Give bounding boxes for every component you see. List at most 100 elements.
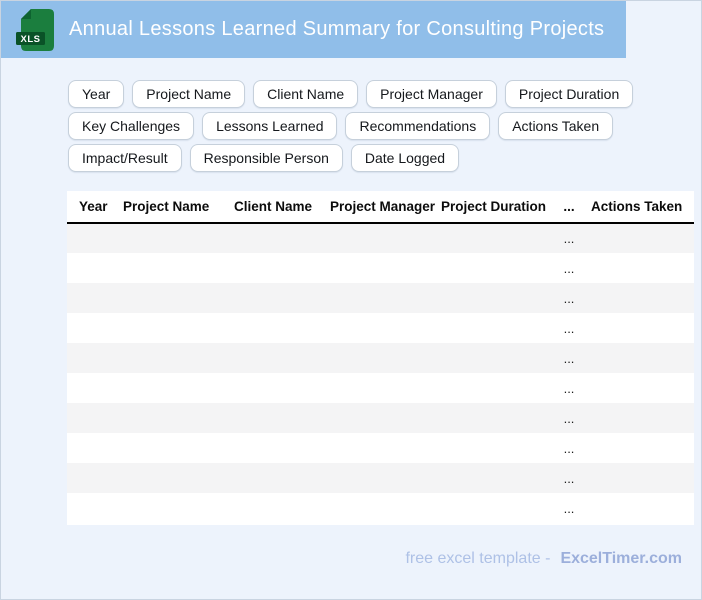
table-cell — [228, 373, 324, 403]
table-cell — [228, 253, 324, 283]
chip-project-duration[interactable]: Project Duration — [504, 80, 634, 108]
table-cell — [228, 343, 324, 373]
table-cell — [228, 223, 324, 253]
table-cell — [228, 403, 324, 433]
table-row: ... — [67, 463, 694, 493]
table-cell: ... — [563, 231, 575, 246]
table-cell — [585, 223, 694, 253]
table-cell — [67, 463, 117, 493]
table-cell — [117, 223, 228, 253]
table-cell — [67, 313, 117, 343]
chip-impact-result[interactable]: Impact/Result — [68, 144, 182, 172]
column-header: Project Duration — [435, 191, 553, 224]
table-cell: ... — [563, 500, 575, 516]
chip-project-name[interactable]: Project Name — [132, 80, 246, 108]
table-cell — [435, 493, 553, 523]
table-cell — [324, 433, 435, 463]
table-cell — [324, 463, 435, 493]
table-cell — [435, 433, 553, 463]
column-header: Year — [67, 191, 117, 224]
footer-brand-link[interactable]: ExcelTimer.com — [560, 550, 682, 567]
footer-tagline: free excel template - — [405, 550, 551, 567]
file-fold — [21, 8, 31, 19]
column-header: Actions Taken — [585, 191, 694, 224]
table-cell — [324, 403, 435, 433]
table-cell — [228, 433, 324, 463]
table-cell — [67, 343, 117, 373]
column-header: Project Manager — [324, 191, 435, 224]
table-cell — [117, 343, 228, 373]
table-cell — [324, 223, 435, 253]
table-cell: ... — [563, 380, 575, 396]
table-cell — [67, 493, 117, 523]
column-header: Client Name — [228, 191, 324, 224]
table-cell — [435, 373, 553, 403]
chip-client-name[interactable]: Client Name — [253, 80, 359, 108]
table-cell — [435, 463, 553, 493]
chip-row: Key Challenges Lessons Learned Recommendat… — [68, 112, 633, 140]
table-cell — [585, 313, 694, 343]
chip-row: Impact/Result Responsible Person Date Logg… — [68, 144, 633, 172]
table-cell — [585, 343, 694, 373]
table-cell — [67, 403, 117, 433]
table-cell — [435, 223, 553, 253]
xls-file-icon: XLS — [16, 8, 54, 51]
table-cell — [435, 313, 553, 343]
table-cell: ... — [563, 440, 575, 456]
chip-date-logged[interactable]: Date Logged — [350, 144, 460, 172]
table-cell — [67, 223, 117, 253]
column-header: Project Name — [117, 191, 228, 224]
table-cell: ... — [563, 350, 575, 366]
table-cell — [435, 283, 553, 313]
table-cell — [67, 283, 117, 313]
header-bar: XLS Annual Lessons Learned Summary for C… — [1, 1, 626, 58]
table-body: .............................. — [67, 223, 694, 523]
table-cell — [585, 433, 694, 463]
table-cell — [117, 283, 228, 313]
table-cell — [585, 283, 694, 313]
chip-row: Year Project Name Client Name Project Manag… — [68, 80, 634, 108]
table-cell: ... — [563, 260, 575, 276]
table-cell — [585, 403, 694, 433]
chip-lessons-learned[interactable]: Lessons Learned — [202, 112, 338, 140]
table-cell — [117, 463, 228, 493]
table-cell — [324, 493, 435, 523]
chip-key-challenges[interactable]: Key Challenges — [68, 112, 195, 140]
column-header: ... — [553, 191, 585, 224]
table-cell — [435, 343, 553, 373]
chip-recommendations[interactable]: Recommendations — [345, 112, 491, 140]
table-cell — [67, 433, 117, 463]
table-cell: ... — [563, 290, 575, 306]
chip-rows: Year Project Name Client Name Project Manag… — [68, 80, 634, 172]
table-cell — [228, 463, 324, 493]
table-cell — [585, 253, 694, 283]
table-cell — [228, 313, 324, 343]
table-cell — [228, 283, 324, 313]
table-cell — [585, 463, 694, 493]
table-cell — [117, 313, 228, 343]
chip-actions-taken[interactable]: Actions Taken — [498, 112, 614, 140]
table-cell — [117, 493, 228, 523]
table-cell — [67, 253, 117, 283]
table-cell — [67, 373, 117, 403]
table-cell — [117, 433, 228, 463]
chip-responsible-person[interactable]: Responsible Person — [189, 144, 343, 172]
table-cell — [228, 493, 324, 523]
table-cell — [324, 343, 435, 373]
table-cell: ... — [563, 470, 575, 486]
data-table: Year Project Name Client Name Project Manag… — [67, 191, 694, 523]
table-header-row: Year Project Name Client Name Project Manag… — [67, 191, 694, 224]
table-row: ... — [67, 283, 694, 313]
table-cell — [117, 373, 228, 403]
footer: free excel template - ExcelTimer.com — [405, 550, 682, 568]
page-title: Annual Lessons Learned Summary for Consu… — [69, 18, 605, 40]
table-row: ... — [67, 403, 694, 433]
table-cell — [324, 313, 435, 343]
table-cell — [324, 283, 435, 313]
table-cell — [435, 403, 553, 433]
data-table-card: Year Project Name Client Name Project Manag… — [67, 191, 694, 525]
chip-project-manager[interactable]: Project Manager — [366, 80, 497, 108]
chip-year[interactable]: Year — [68, 80, 125, 108]
file-label-text: XLS — [21, 34, 41, 45]
table-row: ... — [67, 493, 694, 523]
